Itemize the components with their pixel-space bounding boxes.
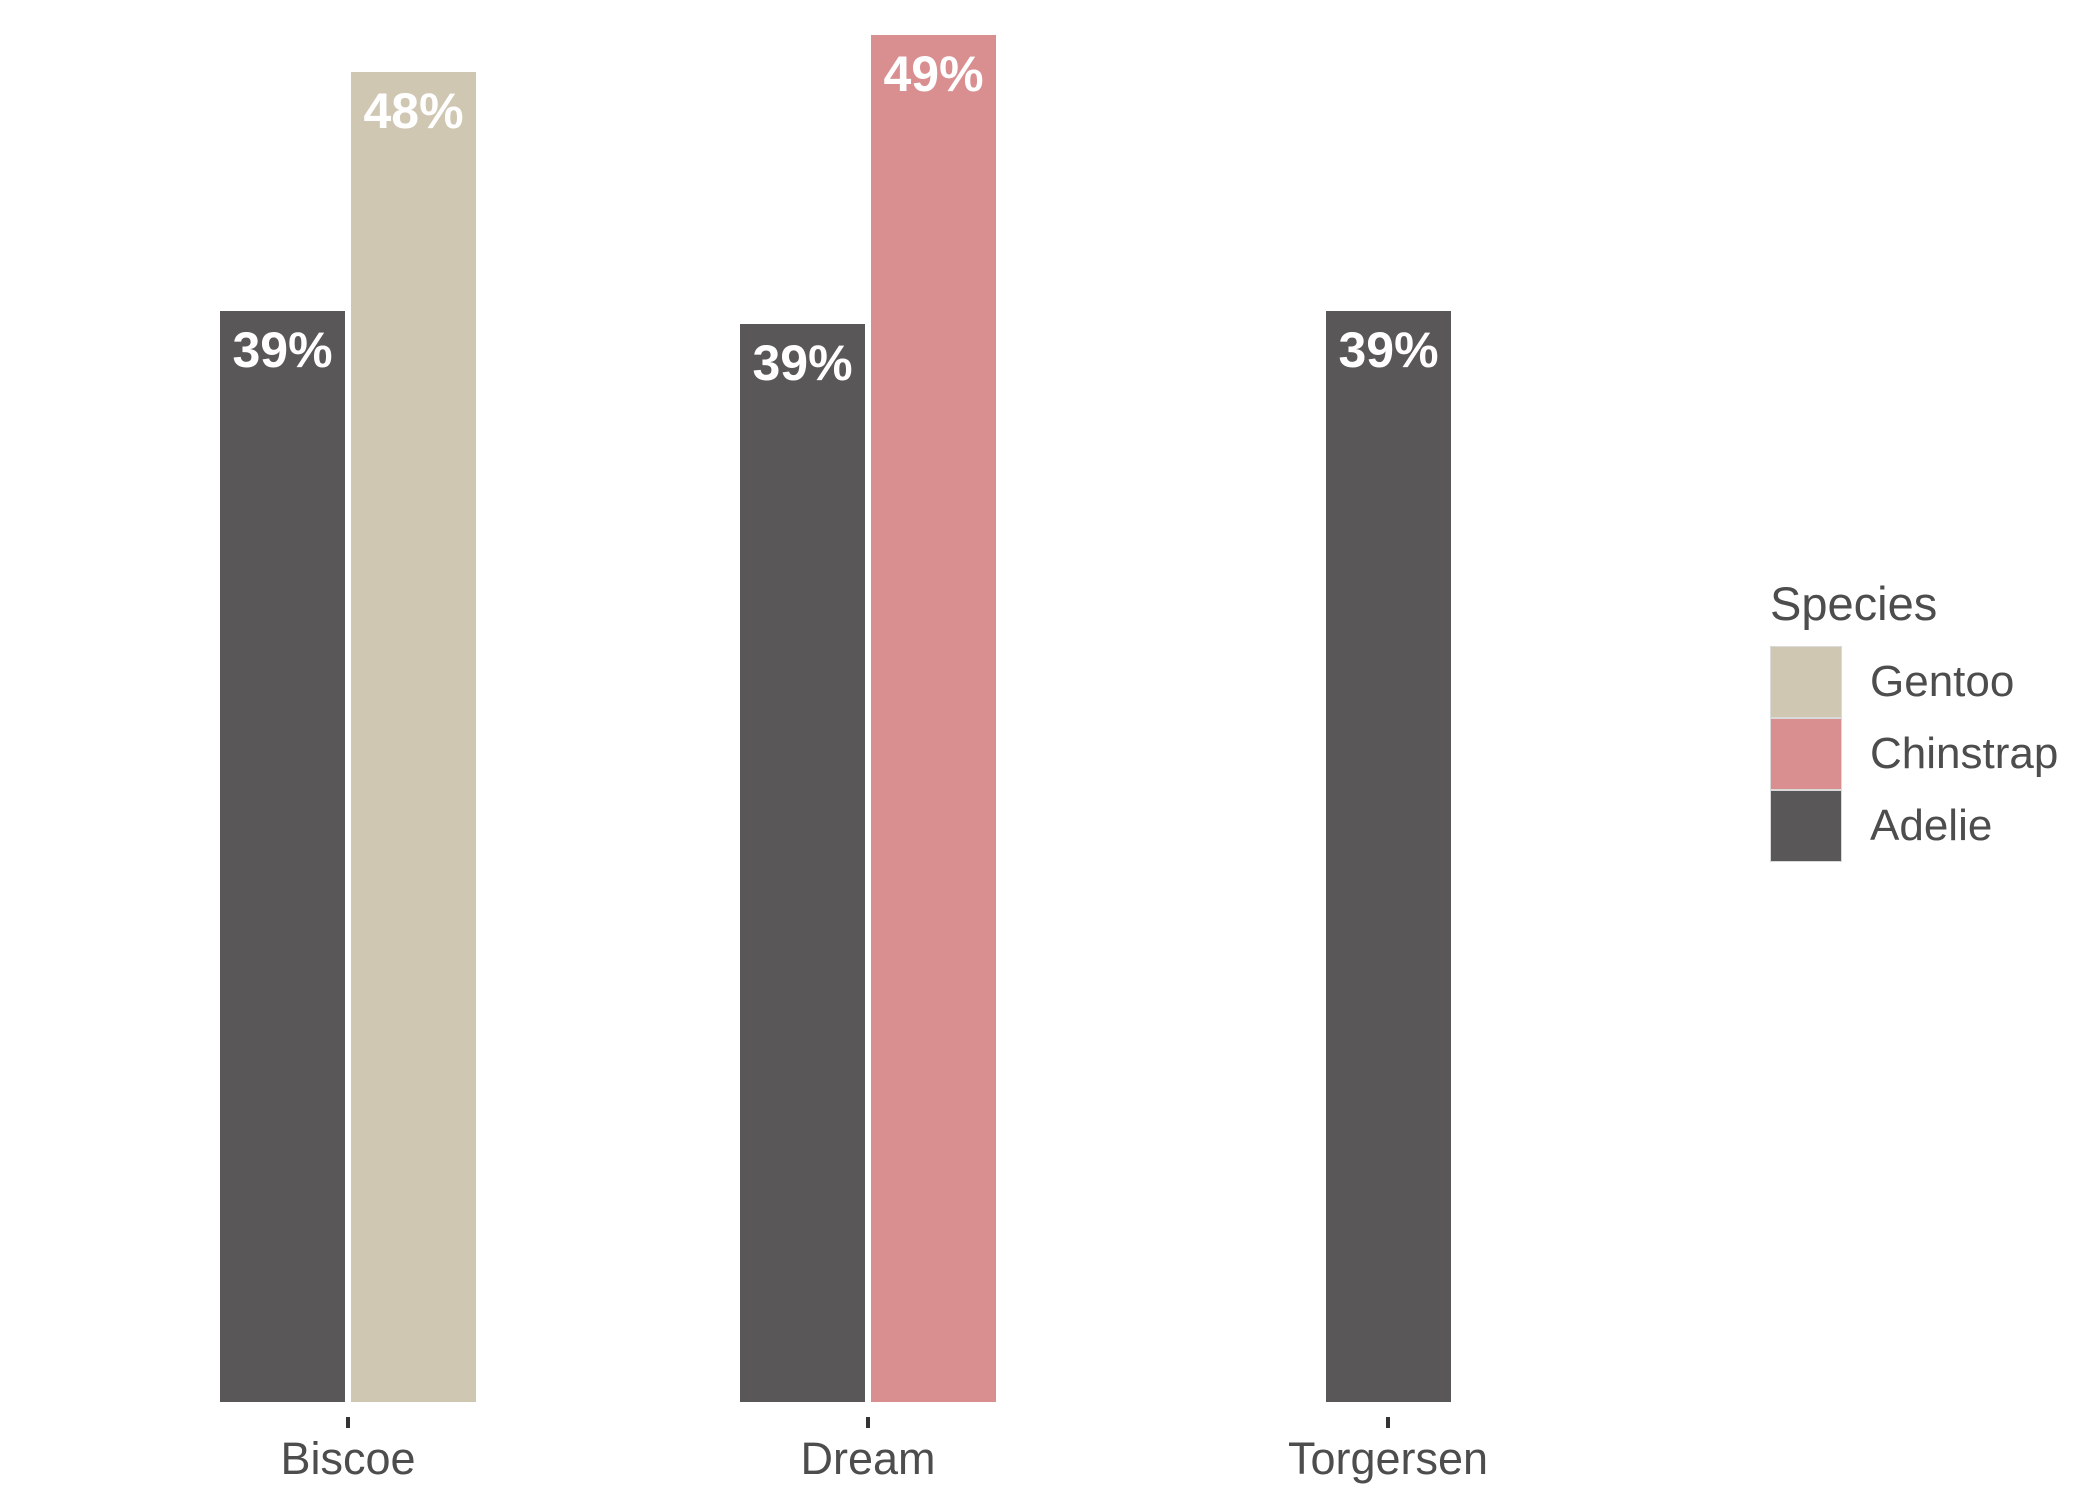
- bar-value-label: 39%: [1338, 322, 1439, 378]
- bar-value-label: 39%: [752, 335, 853, 391]
- legend-swatch-adelie: [1770, 789, 1842, 862]
- bar-torgersen-adelie: 39%: [1326, 311, 1451, 1402]
- legend-entries: Gentoo Chinstrap Adelie: [1770, 645, 2059, 862]
- legend-entry-gentoo: Gentoo: [1770, 645, 2058, 718]
- legend-title: Species: [1770, 577, 1938, 630]
- x-axis-label-torgersen: Torgersen: [1287, 1433, 1489, 1484]
- bar-dream-chinstrap: 49%: [871, 35, 996, 1402]
- legend-swatch-chinstrap: [1770, 717, 1842, 790]
- legend-label: Gentoo: [1870, 656, 2015, 706]
- legend-entry-adelie: Adelie: [1770, 789, 2058, 862]
- legend-swatch-gentoo: [1770, 645, 1842, 718]
- legend: Species Gentoo Chinstrap Adelie: [1770, 578, 2058, 862]
- legend-label: Chinstrap: [1870, 728, 2059, 778]
- legend-entry-chinstrap: Chinstrap: [1770, 717, 2059, 790]
- x-axis-tick: [1386, 1417, 1390, 1428]
- legend-label: Adelie: [1870, 800, 1993, 850]
- bar-dream-adelie: 39%: [740, 324, 865, 1402]
- bar-value-label: 48%: [363, 83, 464, 139]
- x-axis-label-dream: Dream: [800, 1433, 936, 1484]
- x-axis-tick: [346, 1417, 350, 1428]
- bar-value-label: 49%: [883, 46, 984, 102]
- x-axis-label-biscoe: Biscoe: [280, 1433, 416, 1484]
- bar-biscoe-adelie: 39%: [220, 311, 345, 1402]
- bar-biscoe-gentoo: 48%: [351, 72, 476, 1402]
- bar-value-label: 39%: [232, 322, 333, 378]
- x-axis-tick: [866, 1417, 870, 1428]
